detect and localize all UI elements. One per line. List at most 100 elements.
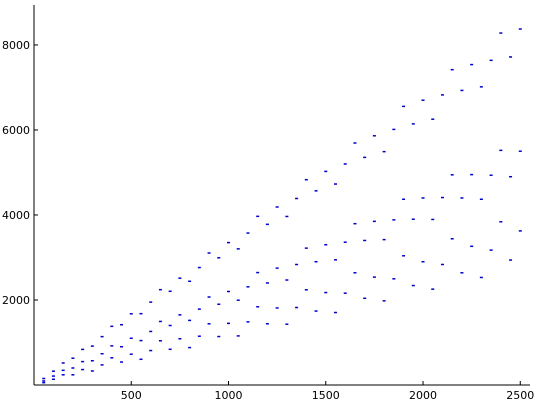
point <box>421 260 425 263</box>
point <box>149 349 153 352</box>
point <box>372 220 376 223</box>
x-tick-label: 2500 <box>506 389 534 402</box>
point <box>343 241 347 243</box>
point <box>129 353 133 355</box>
y-tick-label: 6000 <box>2 124 30 137</box>
point <box>450 238 454 240</box>
point <box>227 290 231 293</box>
y-tick-label: 4000 <box>2 209 30 222</box>
point <box>129 337 133 339</box>
point <box>479 276 483 279</box>
point <box>518 230 522 232</box>
point <box>431 288 435 290</box>
point <box>90 360 94 362</box>
point <box>256 215 260 218</box>
point <box>168 290 172 293</box>
point <box>353 272 357 274</box>
point <box>71 374 75 376</box>
point <box>188 346 192 349</box>
point <box>333 259 337 261</box>
point <box>217 303 221 305</box>
point <box>392 219 396 221</box>
point <box>71 367 75 369</box>
point <box>236 335 240 337</box>
point <box>402 198 406 201</box>
point <box>246 321 250 323</box>
point <box>110 357 114 359</box>
point <box>51 370 55 372</box>
point <box>460 197 464 199</box>
point <box>440 263 444 266</box>
point <box>81 348 85 351</box>
point <box>372 276 376 278</box>
point <box>392 128 396 131</box>
point <box>120 345 124 348</box>
point <box>363 156 367 159</box>
point <box>295 306 299 309</box>
point <box>275 206 279 208</box>
point <box>382 300 386 302</box>
point <box>489 249 493 251</box>
point <box>275 267 279 269</box>
point <box>236 248 240 250</box>
point <box>42 380 46 382</box>
x-tick-label: 500 <box>121 389 142 402</box>
point <box>304 289 308 291</box>
point <box>71 357 75 359</box>
point <box>285 279 289 281</box>
point <box>168 348 172 351</box>
point <box>275 307 279 309</box>
point <box>158 340 162 342</box>
point <box>353 142 357 144</box>
point <box>450 68 454 71</box>
point <box>178 277 182 279</box>
point <box>90 345 94 347</box>
point <box>363 239 367 242</box>
point <box>100 335 104 338</box>
point <box>168 324 172 327</box>
point <box>42 377 46 380</box>
point <box>479 86 483 88</box>
point <box>499 32 503 34</box>
y-tick-label: 8000 <box>2 39 30 52</box>
point <box>90 370 94 372</box>
point <box>285 323 289 325</box>
point <box>382 150 386 153</box>
point <box>217 257 221 259</box>
point <box>227 241 231 244</box>
point <box>197 308 201 310</box>
point <box>431 218 435 221</box>
point <box>411 123 415 125</box>
point <box>479 198 483 201</box>
point <box>343 163 347 165</box>
point <box>421 197 425 199</box>
point <box>256 271 260 274</box>
point <box>295 197 299 200</box>
point <box>42 381 46 384</box>
point <box>256 306 260 308</box>
point <box>363 297 367 300</box>
x-tick-label: 1000 <box>215 389 243 402</box>
point <box>81 368 85 371</box>
point <box>265 282 269 284</box>
point <box>353 222 357 225</box>
point <box>470 63 474 66</box>
point <box>246 286 250 288</box>
point <box>411 218 415 220</box>
point <box>518 150 522 152</box>
point <box>120 361 124 363</box>
point <box>188 280 192 283</box>
point <box>158 288 162 291</box>
point <box>518 28 522 30</box>
point <box>265 223 269 226</box>
point <box>470 173 474 176</box>
point <box>333 311 337 314</box>
point <box>343 292 347 294</box>
y-tick-label: 2000 <box>2 294 30 307</box>
point <box>411 284 415 287</box>
point <box>382 238 386 241</box>
point <box>324 243 328 246</box>
point <box>489 174 493 176</box>
point <box>236 299 240 301</box>
point <box>207 296 211 298</box>
